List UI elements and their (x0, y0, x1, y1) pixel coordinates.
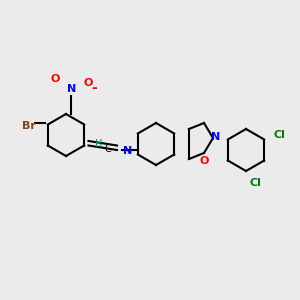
Text: Br: Br (22, 121, 35, 131)
Text: H: H (95, 139, 103, 149)
Text: O: O (84, 77, 93, 88)
Text: N: N (68, 83, 76, 94)
Text: C: C (105, 143, 111, 154)
Text: N: N (212, 131, 220, 142)
Text: O: O (51, 74, 60, 85)
Text: Cl: Cl (249, 178, 261, 188)
Text: O: O (199, 155, 209, 166)
Text: N: N (123, 146, 132, 157)
Text: Cl: Cl (273, 130, 285, 140)
Text: -: - (92, 81, 98, 94)
